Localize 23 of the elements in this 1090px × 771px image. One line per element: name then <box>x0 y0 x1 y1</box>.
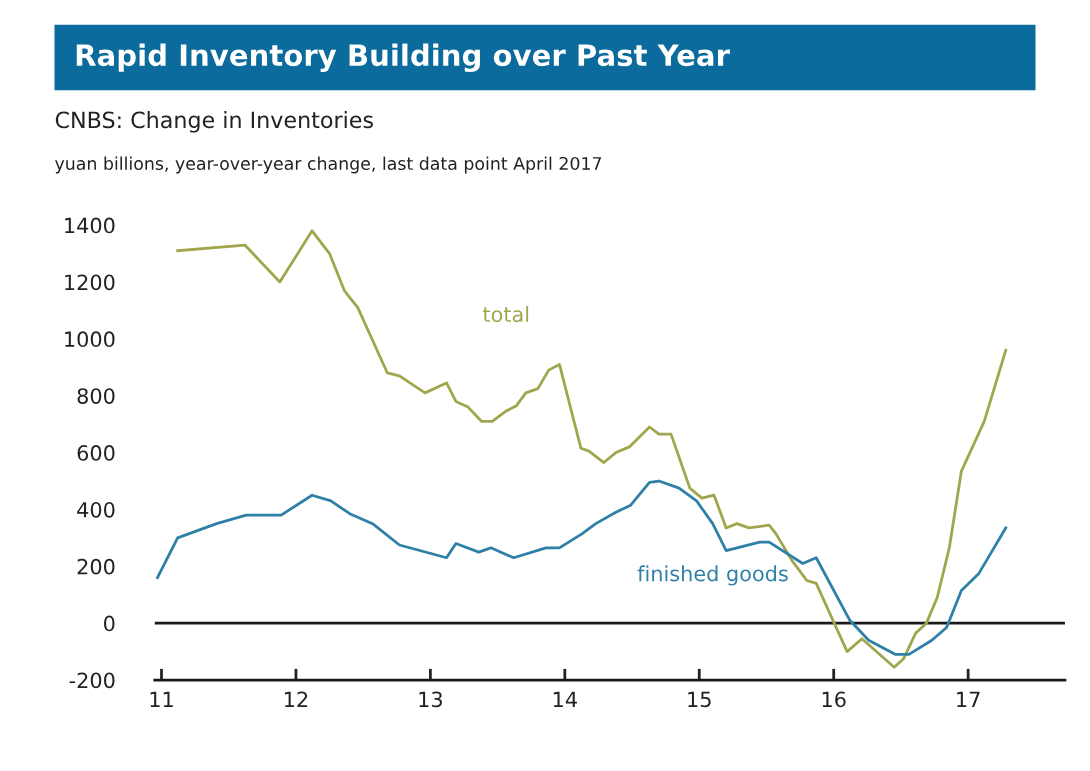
line-series <box>176 229 1008 669</box>
y-tick-label: 400 <box>77 501 115 518</box>
text: yuan billions, year-over-year change, last data point April 2017 <box>55 156 602 174</box>
chart-subtitle: CNBS: Change in Inventories <box>55 111 373 133</box>
series-label: finished goods <box>637 565 788 586</box>
line-series <box>156 479 1008 656</box>
chart-title: Rapid Inventory Building over Past Year <box>76 43 730 73</box>
y-tick-label: 200 <box>77 558 115 575</box>
y-tick-label: 1200 <box>65 274 115 291</box>
text: total <box>482 306 529 323</box>
x-tick-label: 16 <box>822 691 846 708</box>
x-tick-label: 11 <box>150 691 173 707</box>
y-tick-label: 1400 <box>65 217 115 234</box>
x-tick-label: 14 <box>553 691 577 707</box>
x-tick-label: 13 <box>419 691 442 708</box>
y-tick-label: 0 <box>104 615 115 632</box>
y-tick-label: -200 <box>69 672 115 689</box>
y-tick-label: 800 <box>77 388 115 404</box>
x-tick-label: 15 <box>688 691 711 708</box>
x-tick-label: 17 <box>957 691 980 707</box>
x-tick-label: 12 <box>284 691 308 707</box>
y-tick-label: 600 <box>77 445 115 461</box>
y-tick-label: 1000 <box>65 331 115 348</box>
